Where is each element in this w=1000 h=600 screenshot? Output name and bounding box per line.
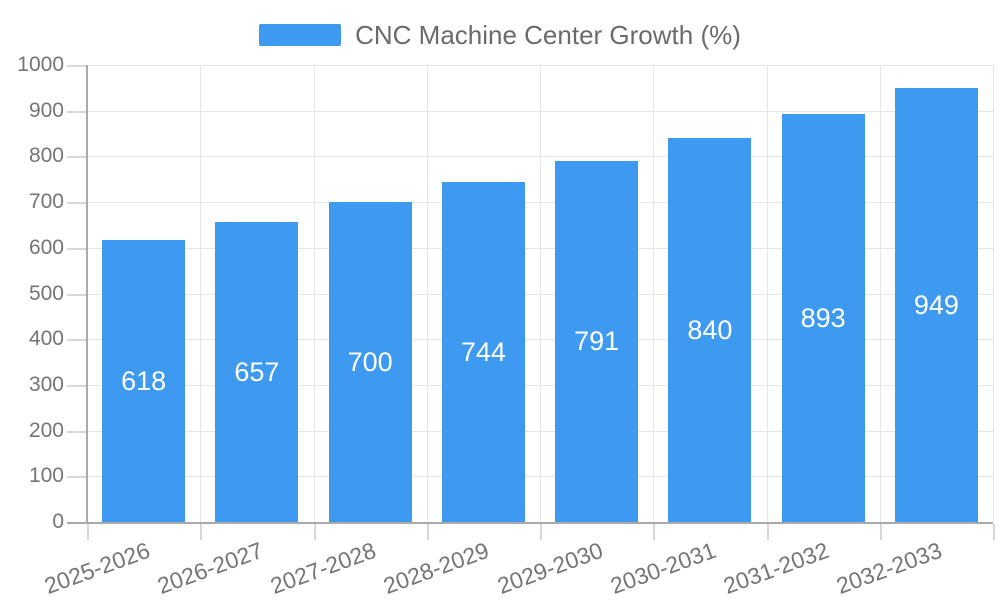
- y-tick-label: 500: [28, 281, 64, 305]
- y-tick-label: 700: [28, 190, 64, 214]
- x-axis-tick: [879, 524, 882, 540]
- bar-value-label: 791: [574, 326, 620, 357]
- bar-value-label: 840: [687, 315, 733, 346]
- bar[interactable]: [894, 88, 978, 522]
- y-tick-label: 0: [52, 510, 64, 533]
- bar[interactable]: [102, 239, 186, 522]
- gridline-vertical: [426, 65, 428, 522]
- x-axis-tick: [653, 524, 656, 540]
- bar[interactable]: [668, 138, 752, 522]
- bar[interactable]: [328, 202, 412, 522]
- gridline-vertical: [200, 65, 202, 522]
- y-tick-label: 900: [28, 98, 64, 122]
- y-axis-line: [86, 65, 88, 522]
- gridline-vertical: [879, 65, 881, 522]
- gridline-vertical: [653, 65, 655, 522]
- gridline-vertical: [766, 65, 768, 522]
- y-axis-tick: [67, 156, 87, 159]
- y-tick-label: 1000: [17, 53, 64, 76]
- x-axis-tick: [87, 524, 89, 540]
- y-axis-tick: [67, 202, 87, 205]
- legend-label: CNC Machine Center Growth (%): [355, 20, 741, 50]
- legend[interactable]: CNC Machine Center Growth (%): [0, 20, 1000, 50]
- gridline-vertical: [993, 65, 994, 522]
- y-tick-label: 300: [28, 372, 64, 396]
- y-axis-tick: [67, 384, 87, 387]
- y-tick-label: 400: [28, 327, 64, 351]
- bar-value-label: 700: [347, 347, 393, 378]
- x-axis-tick: [200, 524, 203, 540]
- x-axis-tick: [540, 524, 542, 540]
- x-axis-tick: [426, 524, 429, 540]
- bar-value-label: 949: [913, 290, 959, 321]
- y-axis-tick: [67, 476, 87, 479]
- y-tick-label: 600: [28, 235, 64, 259]
- gridline-vertical: [540, 65, 541, 522]
- bar-value-label: 618: [121, 365, 167, 396]
- y-axis-tick: [67, 110, 87, 113]
- y-axis-tick: [67, 293, 87, 296]
- bar-value-label: 893: [800, 302, 846, 333]
- bar[interactable]: [555, 160, 639, 522]
- y-axis-tick: [67, 430, 87, 433]
- bar-value-label: 744: [460, 336, 506, 367]
- bar[interactable]: [215, 221, 299, 522]
- y-tick-label: 100: [28, 464, 64, 488]
- y-tick-label: 200: [28, 418, 64, 442]
- bar[interactable]: [781, 113, 865, 522]
- y-axis-tick: [67, 339, 87, 342]
- bar[interactable]: [441, 181, 525, 522]
- x-axis-tick: [313, 524, 316, 540]
- bar-value-label: 657: [234, 356, 280, 387]
- gridline-vertical: [313, 65, 315, 522]
- x-axis-tick: [766, 524, 769, 540]
- x-axis-tick: [993, 524, 995, 540]
- y-axis-tick: [67, 247, 87, 250]
- y-tick-label: 800: [28, 144, 64, 168]
- y-axis-tick: [67, 65, 87, 67]
- x-axis-line: [67, 522, 993, 524]
- legend-marker-icon: [259, 24, 342, 46]
